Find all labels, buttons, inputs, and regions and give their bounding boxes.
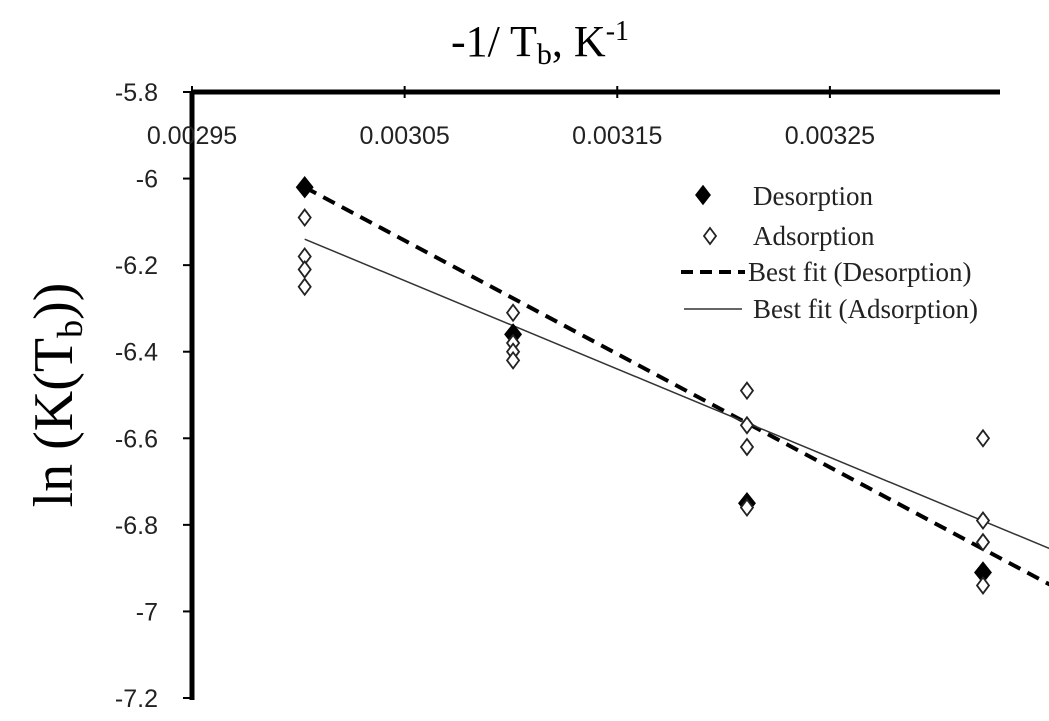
adsorption-point: [297, 277, 312, 297]
fit-line-adsorption: [304, 238, 1049, 550]
chart-title-sup: -1: [606, 16, 629, 47]
fit-line-desorption: [303, 185, 1049, 587]
y-axis-label-main: ln (K(T: [23, 338, 85, 508]
chart-title: -1/ Tb, K-1: [451, 16, 629, 71]
legend-label-adsorption-fit: Best fit (Adsorption): [753, 294, 978, 324]
y-tick-label: -7.2: [115, 685, 158, 713]
legend: Desorption Adsorption Best fit (Desorpti…: [681, 181, 978, 324]
y-tick-label: -6.8: [115, 512, 158, 540]
y-tick-label: -7: [136, 598, 158, 626]
y-tick-marks: [183, 91, 192, 699]
chart-title-sub: b: [537, 38, 552, 71]
legend-label-desorption: Desorption: [753, 181, 873, 211]
y-tick-labels: -5.8 -6 -6.2 -6.4 -6.6 -6.8 -7 -7.2: [115, 79, 158, 713]
legend-label-adsorption: Adsorption: [753, 221, 875, 251]
data-points: [295, 176, 992, 595]
y-tick-label: -6.4: [115, 339, 158, 367]
y-axis-label-sub: b: [50, 320, 90, 338]
adsorption-point: [297, 208, 312, 228]
adsorption-point: [975, 532, 991, 552]
adsorption-point: [505, 303, 521, 323]
fit-lines: [303, 185, 1049, 587]
y-tick-label: -6: [136, 166, 158, 194]
adsorption-point: [297, 259, 312, 279]
y-tick-label: -6.2: [115, 252, 158, 280]
legend-marker-adsorption: [702, 226, 718, 246]
x-tick-label: 0.00315: [572, 122, 662, 150]
chart-title-main: -1/ T: [451, 17, 537, 66]
desorption-point: [295, 176, 314, 199]
y-tick-label: -6.6: [115, 425, 158, 453]
x-tick-label: 0.00325: [785, 122, 875, 150]
y-tick-label: -5.8: [115, 79, 158, 107]
legend-label-desorption-fit: Best fit (Desorption): [748, 257, 971, 287]
adsorption-point: [739, 437, 755, 457]
adsorption-point: [739, 415, 755, 435]
adsorption-point: [739, 498, 755, 518]
x-tick-label: 0.00305: [359, 122, 449, 150]
x-tick-labels: 0.00295 0.00305 0.00315 0.00325: [147, 122, 875, 150]
chart-title-unit: , K: [552, 17, 606, 66]
adsorption-point: [975, 511, 991, 531]
x-tick-label: 0.00295: [147, 122, 237, 150]
adsorption-point: [739, 381, 755, 401]
legend-marker-desorption: [695, 184, 711, 206]
adsorption-point: [505, 350, 521, 370]
adsorption-point: [975, 428, 991, 448]
y-axis-label: ln (K(Tb)): [23, 283, 90, 508]
y-axis-label-close: )): [23, 283, 85, 320]
adsorption-point: [975, 575, 991, 595]
